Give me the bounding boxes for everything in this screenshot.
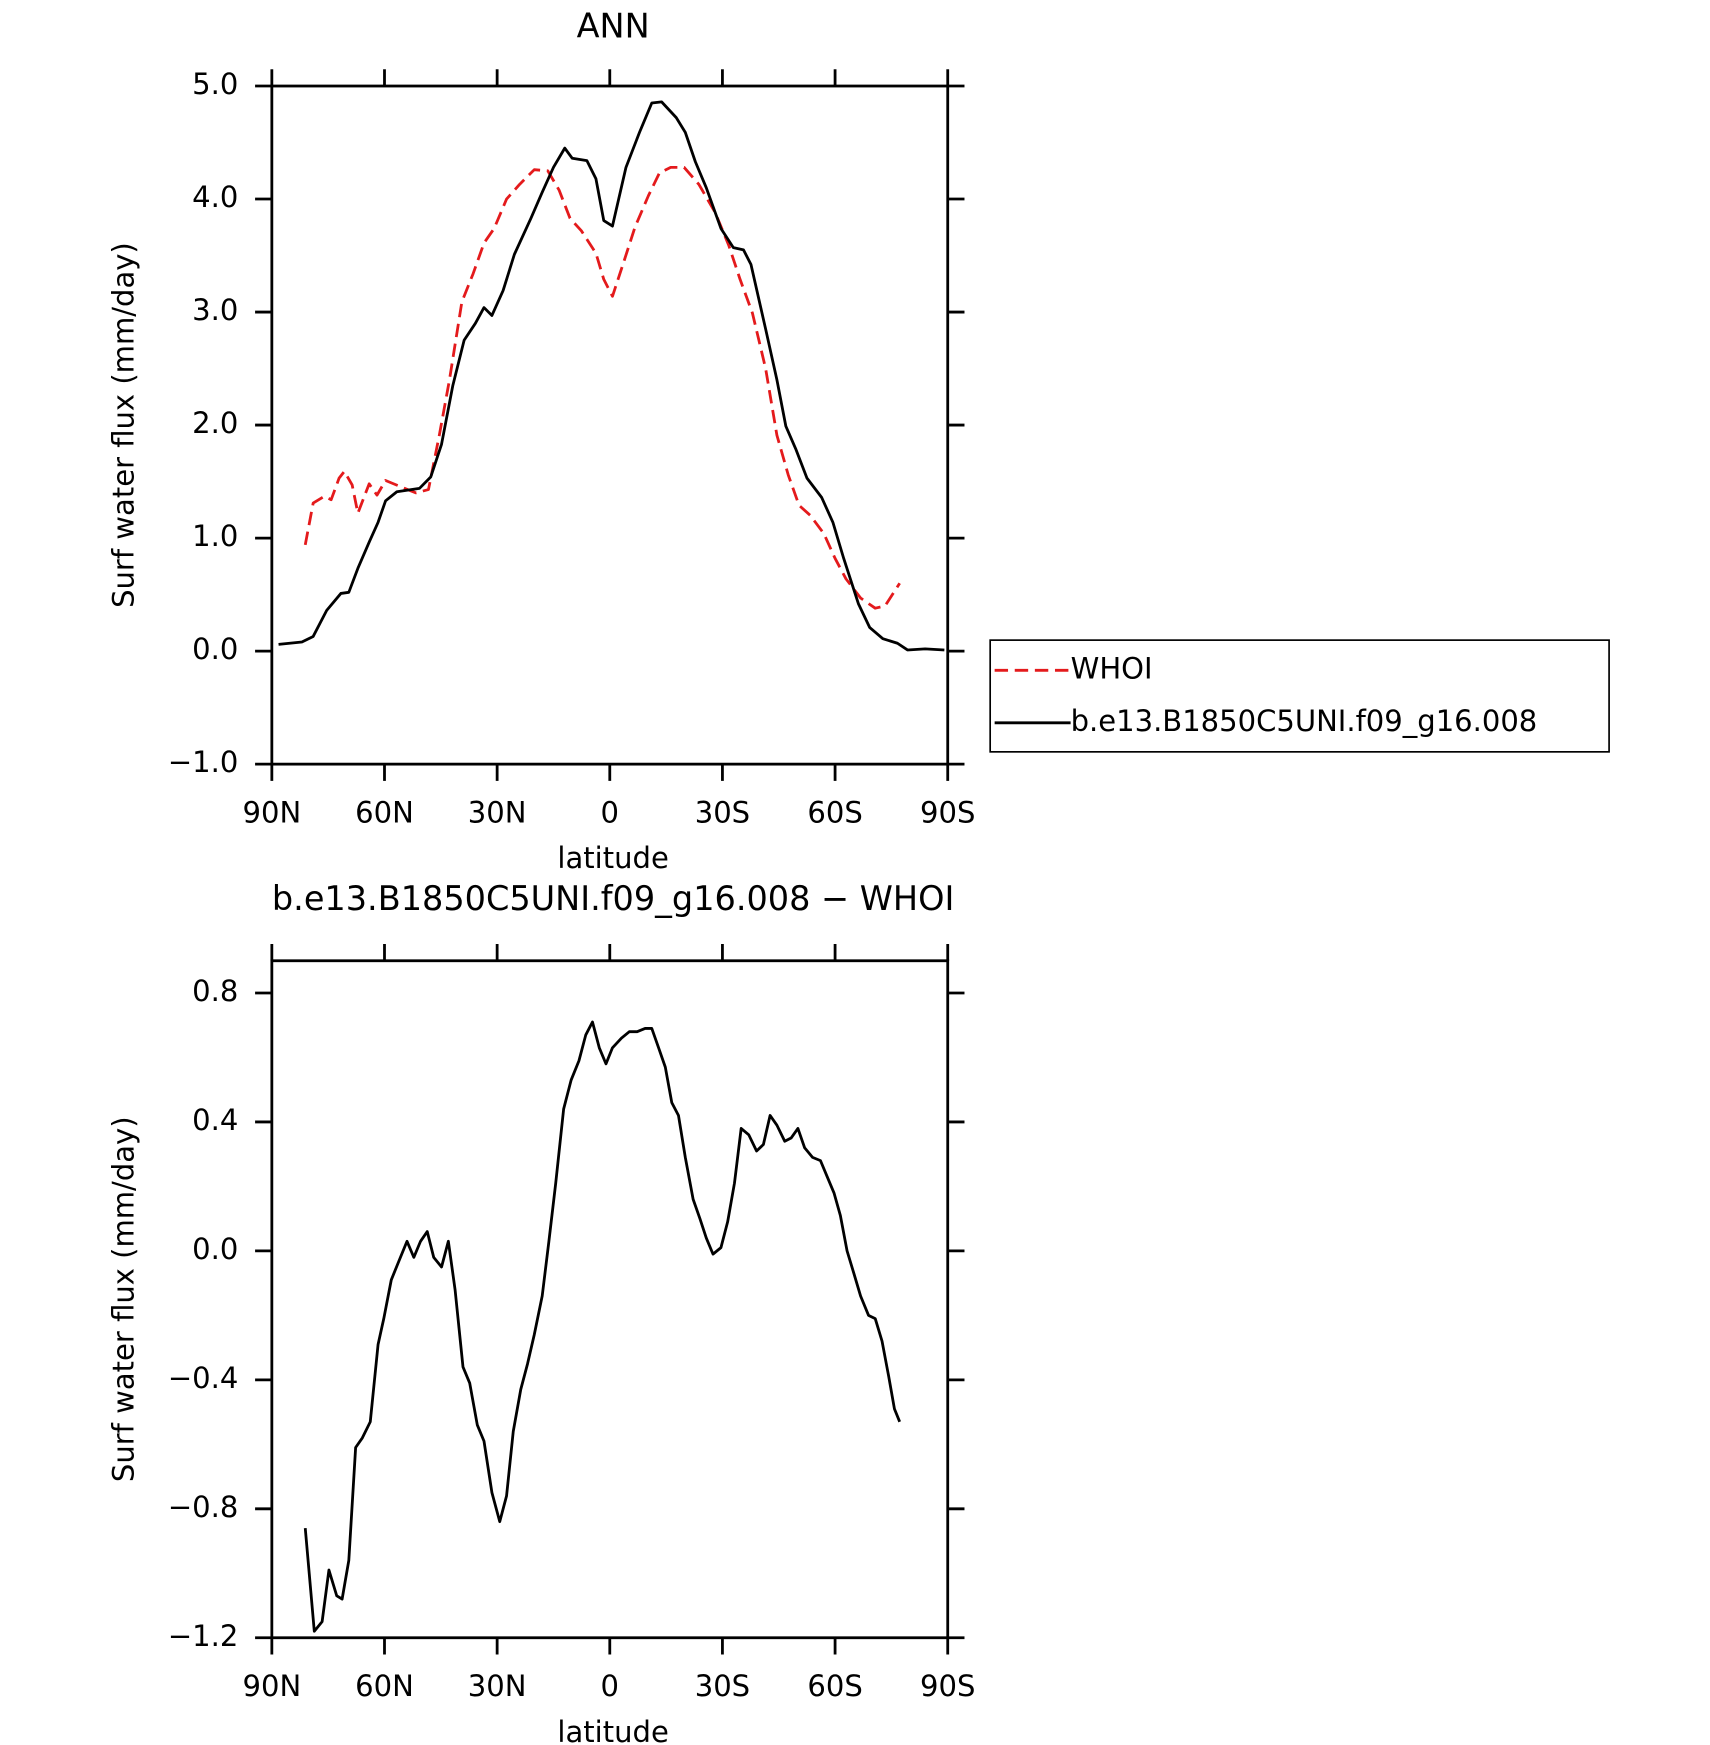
y-tick-label: 1.0: [192, 519, 238, 553]
x-tick-label: 60N: [355, 1669, 414, 1703]
y-tick-label: −1.2: [168, 1619, 239, 1653]
x-tick-label: 90N: [243, 795, 302, 829]
x-axis-label: latitude: [557, 1715, 668, 1745]
y-tick-label: 4.0: [192, 180, 238, 214]
y-tick-label: 3.0: [192, 293, 238, 327]
y-tick-label: 0.0: [192, 1232, 238, 1266]
y-tick-label: 0.4: [192, 1103, 238, 1137]
chart-title: ANN: [577, 6, 650, 45]
data-line: [278, 100, 945, 652]
legend-label: WHOI: [1071, 651, 1153, 685]
data-line: [303, 165, 901, 610]
x-tick-label: 90N: [243, 1669, 302, 1703]
x-tick-label: 60S: [807, 1669, 862, 1703]
y-tick-label: 0.8: [192, 974, 238, 1008]
x-tick-label: 30S: [695, 1669, 750, 1703]
chart-title: b.e13.B1850C5UNI.f09_g16.008 − WHOI: [272, 879, 954, 918]
y-tick-label: −0.8: [168, 1490, 239, 1524]
data-line: [303, 1020, 901, 1633]
x-tick-label: 0: [601, 795, 619, 829]
plot-frame: [270, 959, 950, 1640]
x-tick-label: 0: [601, 1669, 619, 1703]
y-tick-label: 0.0: [192, 632, 238, 666]
y-tick-label: −1.0: [168, 745, 239, 779]
x-tick-label: 60S: [807, 795, 862, 829]
y-axis-label: Surf water flux (mm/day): [106, 1116, 140, 1482]
legend-box: [989, 639, 1610, 753]
y-tick-label: 5.0: [192, 67, 238, 101]
x-tick-label: 30N: [468, 1669, 527, 1703]
x-axis-label: latitude: [557, 841, 668, 875]
y-tick-label: 2.0: [192, 406, 238, 440]
y-tick-label: −0.4: [168, 1361, 239, 1395]
legend-label: b.e13.B1850C5UNI.f09_g16.008: [1071, 704, 1538, 738]
plot-frame: [270, 84, 950, 766]
x-tick-label: 90S: [920, 795, 975, 829]
x-tick-label: 30S: [695, 795, 750, 829]
y-axis-label: Surf water flux (mm/day): [106, 242, 140, 608]
x-tick-label: 90S: [920, 1669, 975, 1703]
x-tick-label: 30N: [468, 795, 527, 829]
x-tick-label: 60N: [355, 795, 414, 829]
